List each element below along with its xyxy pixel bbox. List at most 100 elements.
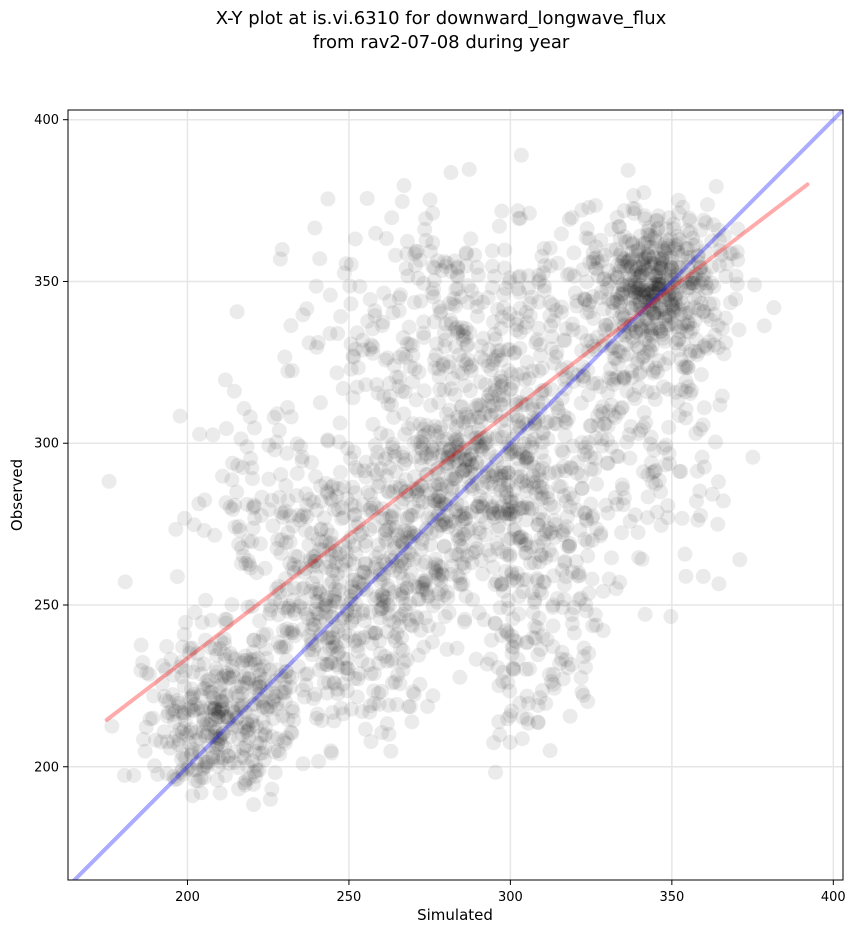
data-point xyxy=(636,185,652,201)
data-point xyxy=(482,398,498,414)
data-point xyxy=(211,685,227,701)
data-point xyxy=(651,353,667,369)
data-point xyxy=(580,387,596,403)
data-point xyxy=(458,421,474,437)
data-point xyxy=(172,722,188,738)
data-point xyxy=(277,684,293,700)
data-point xyxy=(648,280,664,296)
data-point xyxy=(450,528,466,544)
data-point xyxy=(560,538,576,554)
data-point xyxy=(596,332,612,348)
data-point xyxy=(330,594,346,610)
data-point xyxy=(503,366,519,382)
data-point xyxy=(217,611,233,627)
data-point xyxy=(282,679,298,695)
data-point xyxy=(338,553,354,569)
data-point xyxy=(233,700,249,716)
data-point xyxy=(405,374,421,390)
data-point xyxy=(309,710,325,726)
data-point xyxy=(479,464,495,480)
data-point xyxy=(362,487,378,503)
data-point xyxy=(436,382,452,398)
data-point xyxy=(387,549,403,565)
data-point xyxy=(718,310,734,326)
data-point xyxy=(318,559,334,575)
data-point xyxy=(270,743,286,759)
data-point xyxy=(417,221,433,237)
data-point xyxy=(244,713,260,729)
data-point xyxy=(203,700,219,716)
data-point xyxy=(196,656,212,672)
data-point xyxy=(530,647,546,663)
data-point xyxy=(185,664,201,680)
data-point xyxy=(265,691,281,707)
data-point xyxy=(418,446,434,462)
data-point xyxy=(227,651,243,667)
data-point xyxy=(184,741,200,757)
data-point xyxy=(420,589,436,605)
data-point xyxy=(401,699,417,715)
data-point xyxy=(522,308,538,324)
data-point xyxy=(453,289,469,305)
data-point xyxy=(406,469,422,485)
data-point xyxy=(263,699,279,715)
data-point xyxy=(484,498,500,514)
data-point xyxy=(207,700,223,716)
data-point xyxy=(228,685,244,701)
data-point xyxy=(183,681,199,697)
data-point xyxy=(263,602,279,618)
data-point xyxy=(267,592,283,608)
data-point xyxy=(356,630,372,646)
data-point xyxy=(452,508,468,524)
data-point xyxy=(426,512,442,528)
data-point xyxy=(285,560,301,576)
data-point xyxy=(222,729,238,745)
data-point xyxy=(643,326,659,342)
data-point xyxy=(457,526,473,542)
data-point xyxy=(392,565,408,581)
data-point xyxy=(471,422,487,438)
data-point xyxy=(573,670,589,686)
data-point xyxy=(678,384,694,400)
data-point xyxy=(432,424,448,440)
data-point xyxy=(286,712,302,728)
data-point xyxy=(365,504,381,520)
data-point xyxy=(663,294,679,310)
data-point xyxy=(175,766,191,782)
data-point xyxy=(243,560,259,576)
data-point xyxy=(430,466,446,482)
data-point xyxy=(439,478,455,494)
data-point xyxy=(396,178,412,194)
data-point xyxy=(313,626,329,642)
data-points xyxy=(101,147,782,813)
data-point xyxy=(348,585,364,601)
data-point xyxy=(392,480,408,496)
data-point xyxy=(221,670,237,686)
data-point xyxy=(493,508,509,524)
data-point xyxy=(319,630,335,646)
data-point xyxy=(326,589,342,605)
data-point xyxy=(176,626,192,642)
data-point xyxy=(518,304,534,320)
data-point xyxy=(322,326,338,342)
data-point xyxy=(494,544,510,560)
data-point xyxy=(248,758,264,774)
data-point xyxy=(566,245,582,261)
data-point xyxy=(457,452,473,468)
data-point xyxy=(507,344,523,360)
data-point xyxy=(348,459,364,475)
data-point xyxy=(252,667,268,683)
data-point xyxy=(296,601,312,617)
data-point xyxy=(161,694,177,710)
data-point xyxy=(379,350,395,366)
data-point xyxy=(499,484,515,500)
data-point xyxy=(524,439,540,455)
data-point xyxy=(209,647,225,663)
data-point xyxy=(363,734,379,750)
data-point xyxy=(241,770,257,786)
data-point xyxy=(449,453,465,469)
data-point xyxy=(207,641,223,657)
data-point xyxy=(473,398,489,414)
data-point xyxy=(346,538,362,554)
